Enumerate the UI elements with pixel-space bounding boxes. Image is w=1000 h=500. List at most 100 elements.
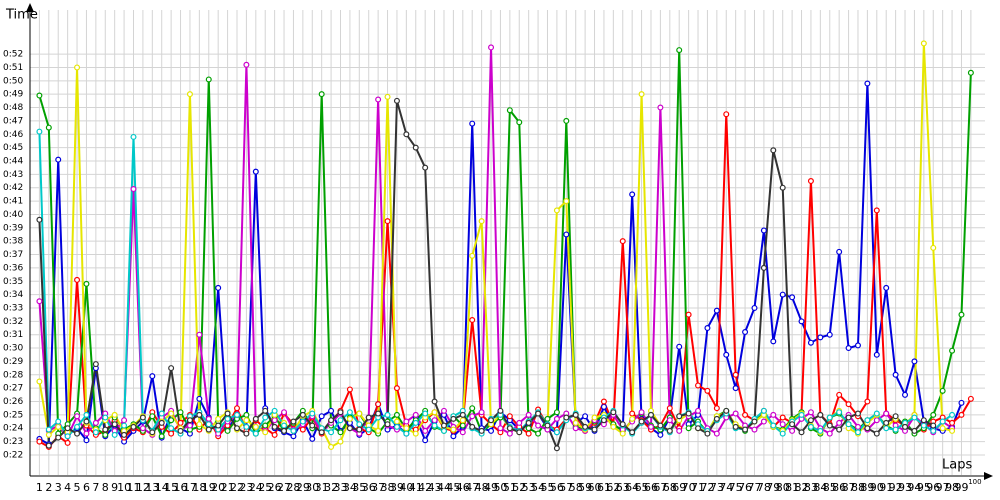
point-marker — [779, 421, 786, 428]
y-tick-label: 0:27 — [3, 384, 23, 394]
point-marker — [139, 425, 146, 432]
point-marker — [384, 411, 391, 418]
point-marker — [393, 423, 400, 430]
point-marker — [647, 411, 654, 418]
x-tick-label: 83 — [804, 481, 818, 494]
point-marker — [168, 365, 175, 372]
point-marker — [281, 422, 288, 429]
x-tick-label: 43 — [428, 481, 442, 494]
point-marker — [271, 407, 278, 414]
x-tick-label: 57 — [559, 481, 573, 494]
y-tick-label: 0:51 — [3, 63, 23, 73]
point-marker — [365, 414, 372, 421]
x-tick-label: 79 — [766, 481, 780, 494]
point-marker — [450, 433, 457, 440]
x-tick-label: 17 — [183, 481, 197, 494]
point-marker — [92, 361, 99, 368]
point-marker — [309, 422, 316, 429]
x-tick-label: 29 — [296, 481, 310, 494]
x-tick-label: 44 — [437, 481, 451, 494]
point-marker — [158, 433, 165, 440]
point-marker — [920, 40, 927, 47]
x-tick-label: 78 — [757, 481, 771, 494]
point-marker — [516, 429, 523, 436]
point-marker — [779, 291, 786, 298]
x-tick-label: 64 — [625, 481, 639, 494]
point-marker — [55, 418, 62, 425]
point-marker — [186, 417, 193, 424]
point-marker — [873, 417, 880, 424]
point-marker — [290, 427, 297, 434]
point-marker — [600, 398, 607, 405]
x-tick-label: 90 — [870, 481, 884, 494]
point-marker — [337, 409, 344, 416]
point-marker — [36, 298, 43, 305]
point-marker — [205, 426, 212, 433]
x-tick-label: 6 — [83, 481, 90, 494]
point-marker — [836, 419, 843, 426]
x-tick-label: 55 — [540, 481, 554, 494]
point-marker — [685, 425, 692, 432]
y-tick-label: 0:38 — [3, 237, 23, 247]
point-marker — [299, 426, 306, 433]
point-marker — [130, 133, 137, 140]
point-marker — [271, 423, 278, 430]
point-marker — [36, 438, 43, 445]
point-marker — [130, 186, 137, 193]
point-marker — [647, 423, 654, 430]
x-tick-label: 5 — [74, 481, 81, 494]
point-marker — [488, 417, 495, 424]
point-marker — [553, 415, 560, 422]
point-marker — [111, 411, 118, 418]
point-marker — [676, 343, 683, 350]
point-marker — [920, 417, 927, 424]
point-marker — [535, 410, 542, 417]
point-marker — [365, 426, 372, 433]
x-tick-label: 47 — [465, 481, 479, 494]
y-tick-label: 0:50 — [3, 76, 23, 86]
y-tick-label: 0:23 — [3, 437, 23, 447]
point-marker — [845, 345, 852, 352]
point-marker — [826, 331, 833, 338]
point-marker — [619, 430, 626, 437]
x-tick-label: 66 — [644, 481, 658, 494]
point-marker — [403, 430, 410, 437]
x-tick-label: 40 — [399, 481, 413, 494]
point-marker — [111, 421, 118, 428]
x-tick-label: 33 — [333, 481, 347, 494]
point-marker — [469, 252, 476, 259]
point-marker — [83, 430, 90, 437]
x-tick-label: 97 — [936, 481, 950, 494]
point-marker — [854, 429, 861, 436]
point-marker — [375, 427, 382, 434]
point-marker — [864, 80, 871, 87]
point-marker — [845, 414, 852, 421]
y-tick-label: 0:33 — [3, 303, 23, 313]
point-marker — [591, 414, 598, 421]
point-marker — [139, 414, 146, 421]
point-marker — [469, 317, 476, 324]
point-marker — [629, 415, 636, 422]
point-marker — [224, 415, 231, 422]
x-tick-label: 13 — [145, 481, 159, 494]
x-tick-label: 81 — [785, 481, 799, 494]
point-marker — [55, 156, 62, 163]
point-marker — [290, 433, 297, 440]
y-tick-label: 0:44 — [3, 156, 23, 166]
point-marker — [826, 422, 833, 429]
point-marker — [582, 413, 589, 420]
point-marker — [883, 419, 890, 426]
point-marker — [177, 427, 184, 434]
x-tick-label: 82 — [795, 481, 809, 494]
point-marker — [74, 413, 81, 420]
point-marker — [459, 422, 466, 429]
series-line — [38, 114, 972, 449]
y-axis-title: Time — [5, 8, 38, 23]
point-marker — [45, 442, 52, 449]
y-tick-label: 0:34 — [3, 290, 23, 300]
point-marker — [845, 401, 852, 408]
point-marker — [375, 401, 382, 408]
point-marker — [553, 409, 560, 416]
point-marker — [431, 417, 438, 424]
point-marker — [807, 178, 814, 185]
